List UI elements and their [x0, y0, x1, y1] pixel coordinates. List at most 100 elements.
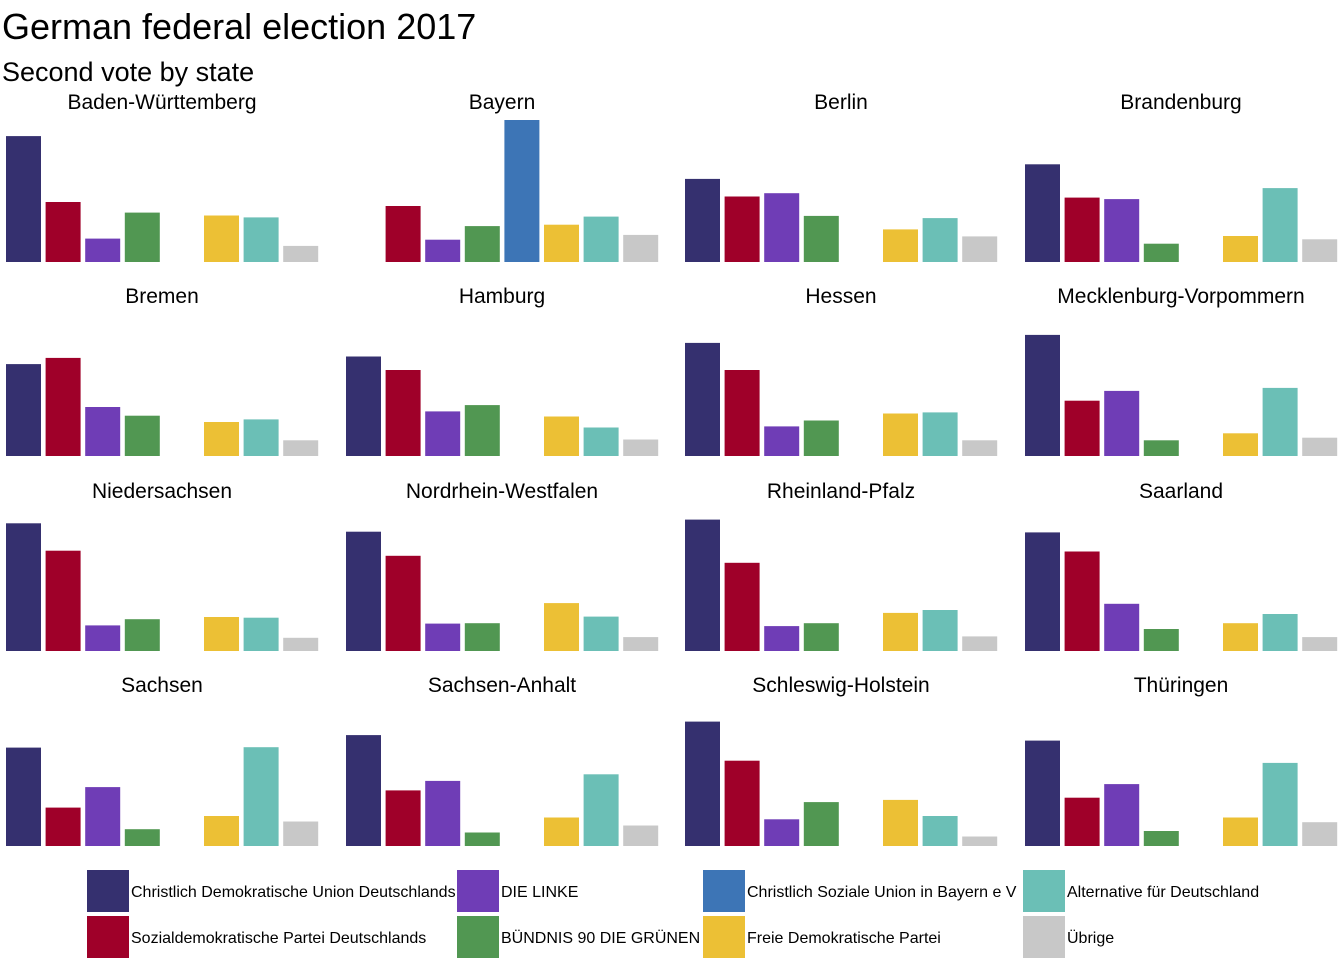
- facet-title: Sachsen: [121, 674, 203, 697]
- bar-cdu: [6, 364, 41, 456]
- bar-other: [1302, 822, 1338, 846]
- bar-linke: [764, 426, 800, 456]
- bar-gruene: [124, 212, 160, 262]
- bar-afd: [922, 412, 958, 456]
- bar-other: [623, 825, 659, 846]
- bar-fdp: [204, 215, 239, 262]
- bar-other: [283, 821, 319, 846]
- legend-item-gruene: BÜNDNIS 90 DIE GRÜNEN: [457, 916, 700, 958]
- legend-item-afd: Alternative für Deutschland: [1023, 870, 1259, 912]
- facet-berlin: Berlin: [685, 91, 998, 262]
- bar-fdp: [204, 422, 239, 456]
- bar-gruene: [1143, 440, 1179, 456]
- facet-nordrhein-westfalen: Nordrhein-Westfalen: [346, 480, 659, 651]
- bar-linke: [1104, 784, 1140, 846]
- bar-afd: [243, 419, 279, 456]
- bar-gruene: [124, 829, 160, 846]
- bar-cdu: [346, 735, 381, 846]
- bar-afd: [922, 816, 958, 846]
- bar-spd: [45, 202, 81, 262]
- bar-cdu: [6, 523, 41, 651]
- legend-swatch: [703, 870, 745, 912]
- bar-spd: [724, 196, 760, 262]
- bar-other: [623, 234, 659, 262]
- bar-afd: [922, 610, 958, 651]
- facet-rheinland-pfalz: Rheinland-Pfalz: [685, 480, 998, 651]
- bar-spd: [1064, 400, 1100, 456]
- facet-title: Saarland: [1139, 480, 1223, 503]
- facet-title: Mecklenburg-Vorpommern: [1057, 285, 1304, 308]
- bar-fdp: [204, 617, 239, 651]
- facet-title: Bremen: [125, 285, 199, 308]
- bar-other: [962, 440, 998, 456]
- bar-afd: [922, 218, 958, 262]
- bar-fdp: [1223, 236, 1258, 262]
- bar-spd: [1064, 797, 1100, 846]
- bar-cdu: [1025, 334, 1060, 456]
- bar-fdp: [204, 816, 239, 846]
- bar-cdu: [685, 342, 720, 456]
- legend-swatch: [457, 916, 499, 958]
- facet-title: Brandenburg: [1120, 91, 1241, 114]
- chart-subtitle: Second vote by state: [2, 57, 255, 87]
- facet-brandenburg: Brandenburg: [1025, 91, 1338, 262]
- bar-other: [283, 245, 319, 262]
- bar-gruene: [464, 832, 500, 846]
- bar-gruene: [464, 226, 500, 262]
- legend-label: Übrige: [1067, 929, 1114, 947]
- facet-sachsen: Sachsen: [6, 674, 319, 846]
- legend-swatch: [457, 870, 499, 912]
- bar-fdp: [883, 229, 918, 262]
- bar-afd: [583, 616, 619, 651]
- bar-afd: [1262, 614, 1298, 651]
- bar-afd: [243, 217, 279, 262]
- bar-cdu: [1025, 164, 1060, 262]
- bar-gruene: [803, 420, 839, 456]
- legend-item-fdp: Freie Demokratische Partei: [703, 916, 941, 958]
- bar-linke: [85, 407, 121, 456]
- facet-title: Schleswig-Holstein: [752, 674, 929, 697]
- facet-grid: Baden-Württemberg Bayern Berlin Brandenburg…: [6, 91, 1338, 846]
- bar-spd: [724, 760, 760, 846]
- bar-other: [1302, 437, 1338, 456]
- facet-title: Sachsen-Anhalt: [428, 674, 576, 697]
- bar-afd: [583, 427, 619, 456]
- bar-afd: [583, 216, 619, 262]
- facet-hamburg: Hamburg: [346, 285, 659, 456]
- bar-cdu: [1025, 532, 1060, 651]
- bar-gruene: [464, 405, 500, 456]
- bar-cdu: [1025, 740, 1060, 846]
- bar-spd: [385, 370, 421, 456]
- bar-cdu: [6, 136, 41, 262]
- legend-swatch: [1023, 870, 1065, 912]
- legend-label: BÜNDNIS 90 DIE GRÜNEN: [501, 929, 700, 947]
- legend-swatch: [87, 916, 129, 958]
- facet-title: Hamburg: [459, 285, 545, 308]
- bar-fdp: [1223, 433, 1258, 456]
- legend-item-linke: DIE LINKE: [457, 870, 578, 912]
- legend-label: Sozialdemokratische Partei Deutschlands: [131, 930, 426, 947]
- bar-fdp: [544, 416, 579, 456]
- bar-spd: [385, 206, 421, 262]
- bar-linke: [85, 625, 121, 651]
- facet-title: Nordrhein-Westfalen: [406, 480, 598, 503]
- bar-fdp: [883, 413, 918, 456]
- legend-label: Alternative für Deutschland: [1067, 884, 1259, 901]
- bar-other: [962, 236, 998, 262]
- facet-baden-wuerttemberg: Baden-Württemberg: [6, 91, 319, 262]
- legend-item-spd: Sozialdemokratische Partei Deutschlands: [87, 916, 426, 958]
- facet-title: Baden-Württemberg: [67, 91, 256, 114]
- bar-linke: [764, 626, 800, 651]
- legend-swatch: [1023, 916, 1065, 958]
- bar-linke: [1104, 603, 1140, 651]
- legend-label: Christlich Demokratische Union Deutschla…: [131, 884, 456, 901]
- bar-gruene: [124, 415, 160, 456]
- facet-schleswig-holstein: Schleswig-Holstein: [685, 674, 998, 846]
- bar-spd: [724, 370, 760, 456]
- bar-linke: [764, 193, 800, 262]
- bar-spd: [724, 562, 760, 651]
- bar-other: [962, 636, 998, 651]
- bar-linke: [85, 238, 121, 262]
- bar-fdp: [883, 612, 918, 651]
